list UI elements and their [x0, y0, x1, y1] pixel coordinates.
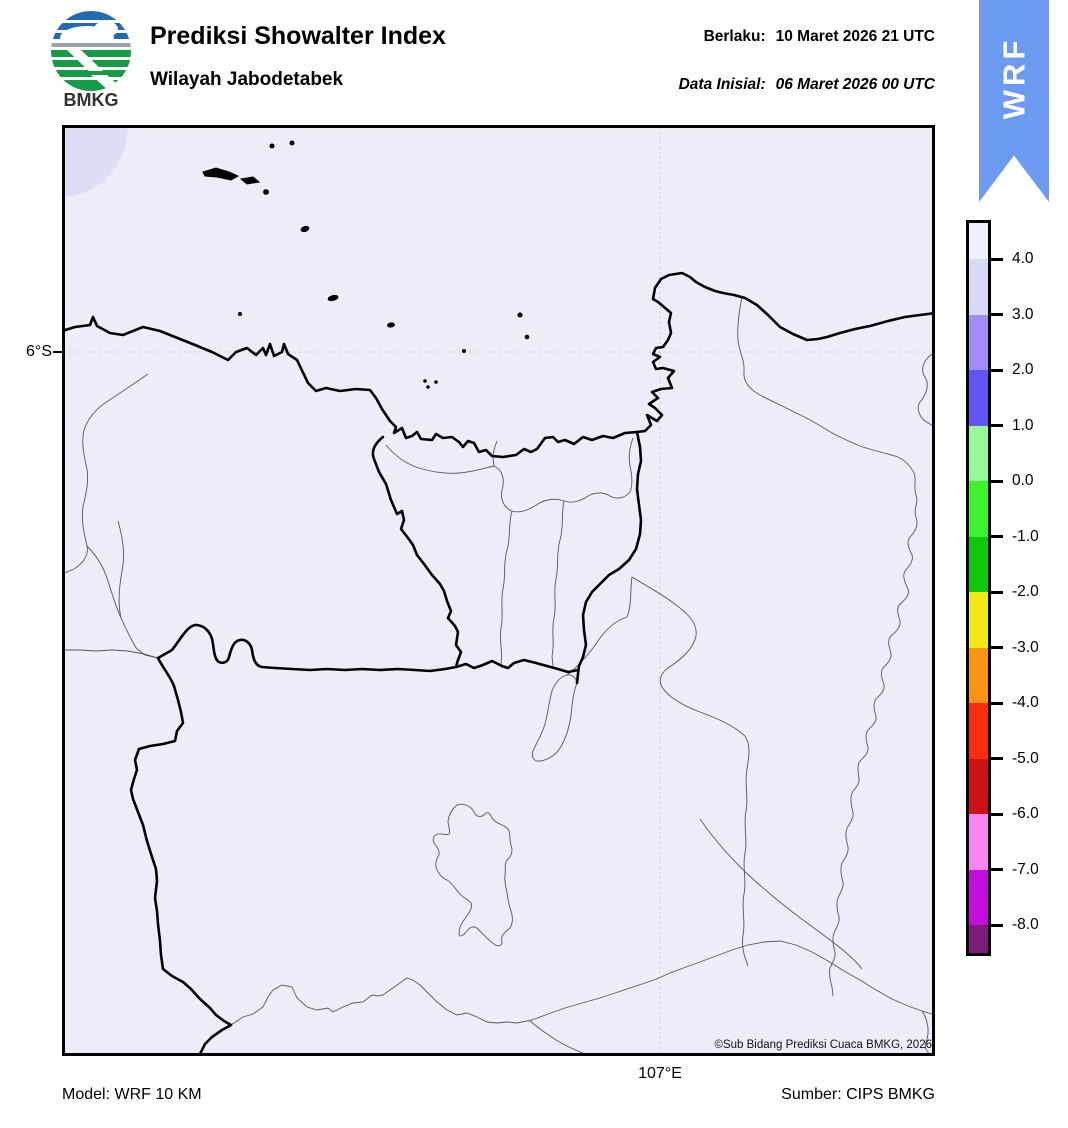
colorbar-tick — [991, 646, 1003, 649]
longitude-label: 107°E — [638, 1065, 682, 1082]
colorbar-tick — [991, 479, 1003, 483]
latitude-tick — [53, 351, 62, 353]
colorbar-tick-label: -8.0 — [1012, 916, 1039, 933]
colorbar-segment — [969, 758, 988, 814]
wrf-ribbon-banner: WRF — [979, 0, 1049, 202]
colorbar-tick — [991, 313, 1003, 316]
colorbar-legend: 4.0 3.0 2.0 1.0 0.0 -1.0 -2.0 -3.0 -4.0 -5.0 -6.0 -… — [966, 220, 1068, 963]
colorbar-segment — [969, 259, 988, 315]
colorbar-segment — [969, 869, 988, 925]
colorbar — [966, 220, 991, 956]
colorbar-tick-label: 4.0 — [1012, 250, 1034, 267]
colorbar-tick-label: -2.0 — [1012, 583, 1039, 600]
forecast-map — [62, 125, 935, 1056]
valid-time-label: Berlaku: — [703, 28, 766, 45]
colorbar-tick — [991, 757, 1003, 760]
latitude-label: 6°S — [26, 343, 52, 360]
islands — [202, 140, 530, 389]
colorbar-tick — [991, 868, 1003, 871]
admin-boundaries-thin — [64, 296, 933, 1054]
init-time-line: Data Inisial: 06 Maret 2026 00 UTC — [679, 76, 935, 94]
colorbar-segment — [969, 425, 988, 481]
logo-text: BMKG — [64, 90, 119, 110]
colorbar-tick — [991, 257, 1003, 261]
colorbar-tick-label: -3.0 — [1012, 638, 1039, 656]
wrf-ribbon-label: WRF — [996, 36, 1031, 119]
colorbar-tick — [991, 590, 1003, 594]
colorbar-segment — [969, 814, 988, 870]
init-time-value: 06 Maret 2026 00 UTC — [775, 76, 935, 93]
colorbar-tick-label: -6.0 — [1012, 805, 1039, 822]
colorbar-segment — [969, 314, 988, 370]
bmkg-logo: BMKG — [51, 11, 131, 110]
valid-time-line: Berlaku: 10 Maret 2026 21 UTC — [704, 28, 935, 46]
footer-source-text: Sumber: CIPS BMKG — [781, 1086, 935, 1103]
colorbar-tick — [991, 424, 1003, 427]
footer-model-text: Model: WRF 10 KM — [62, 1086, 202, 1103]
colorbar-tick-label: -1.0 — [1012, 527, 1039, 545]
colorbar-segment — [969, 481, 988, 537]
map-frame — [62, 125, 935, 1056]
map-background — [62, 125, 935, 1056]
colorbar-tick-label: -5.0 — [1012, 749, 1039, 767]
colorbar-tick-label: 1.0 — [1012, 416, 1034, 434]
valid-time-value: 10 Maret 2026 21 UTC — [775, 28, 935, 45]
colorbar-tick — [991, 923, 1003, 927]
colorbar-segment — [969, 703, 988, 759]
colorbar-segment — [969, 925, 988, 953]
colorbar-tick-label: 3.0 — [1012, 305, 1034, 323]
init-time-label: Data Inisial: — [678, 76, 766, 93]
page-title: Prediksi Showalter Index — [150, 22, 446, 50]
colorbar-segment — [969, 647, 988, 703]
colorbar-tick-label: 2.0 — [1012, 361, 1034, 378]
coastline — [64, 271, 933, 459]
colorbar-tick — [991, 701, 1003, 705]
colorbar-segment — [969, 370, 988, 426]
colorbar-tick-label: -7.0 — [1012, 860, 1039, 878]
colorbar-tick — [991, 535, 1003, 538]
shading-patch-topleft — [64, 127, 128, 197]
colorbar-tick-label: -4.0 — [1012, 694, 1039, 711]
copyright-text: ©Sub Bidang Prediksi Cuaca BMKG, 2026 — [714, 1039, 932, 1051]
logo-art — [51, 11, 131, 91]
colorbar-segment — [969, 536, 988, 592]
colorbar-segment — [969, 223, 988, 259]
colorbar-segment — [969, 592, 988, 648]
metro-boundary-thick — [129, 430, 643, 1054]
page-subtitle: Wilayah Jabodetabek — [150, 69, 344, 90]
colorbar-tick — [991, 368, 1003, 372]
colorbar-tick — [991, 812, 1003, 816]
wrf-ribbon-label-wrap: WRF — [979, 0, 1049, 155]
colorbar-tick-label: 0.0 — [1012, 472, 1034, 489]
